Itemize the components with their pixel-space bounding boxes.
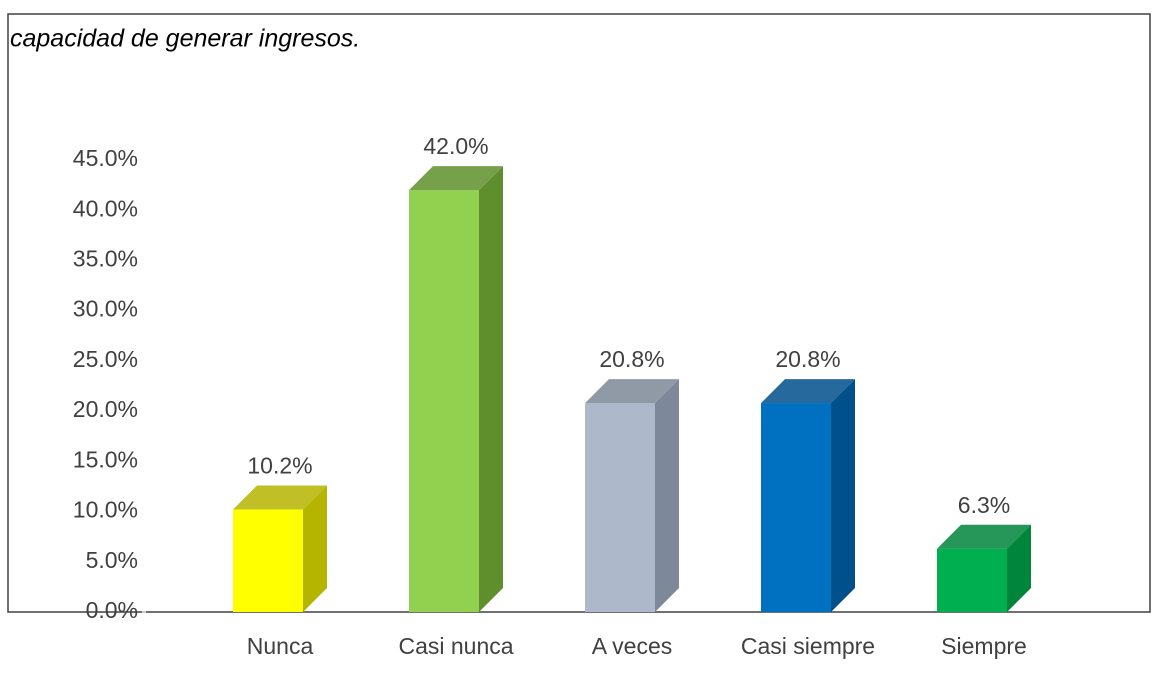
y-tick-label: 45.0% [73, 145, 138, 171]
bar-top [937, 524, 1031, 549]
data-label: 6.3% [958, 492, 1010, 518]
x-tick-label: Nunca [247, 633, 314, 659]
bar-top [233, 485, 327, 510]
data-label: 20.8% [599, 346, 664, 372]
y-tick-label: 10.0% [73, 497, 138, 523]
y-tick-label: 25.0% [73, 346, 138, 372]
plot-border [7, 13, 1151, 613]
bar [937, 548, 1007, 612]
x-tick-label: A veces [592, 633, 673, 659]
bar-side [479, 166, 503, 612]
y-tick-label: 20.0% [73, 396, 138, 422]
bar-top [585, 379, 679, 404]
bar-side [831, 379, 855, 612]
y-tick-label: 35.0% [73, 246, 138, 272]
bar-top [761, 379, 855, 404]
bar [585, 403, 655, 612]
bar-side [1007, 524, 1031, 612]
x-tick-label: Casi nunca [398, 633, 513, 659]
chart-title: capacidad de generar ingresos. [10, 25, 360, 53]
data-label: 42.0% [423, 133, 488, 159]
y-tick-label: 40.0% [73, 195, 138, 221]
y-tick-label: 0.0% [86, 597, 138, 623]
bar-side [655, 379, 679, 612]
x-tick-label: Casi siempre [741, 633, 875, 659]
y-tick-label: 15.0% [73, 446, 138, 472]
bar-top [409, 166, 503, 191]
data-label: 10.2% [247, 453, 312, 479]
bar [233, 509, 303, 612]
x-tick-label: Siempre [941, 633, 1027, 659]
bar [409, 190, 479, 612]
bar [761, 403, 831, 612]
y-tick-label: 5.0% [86, 547, 138, 573]
y-tick-label: 30.0% [73, 296, 138, 322]
data-label: 20.8% [775, 346, 840, 372]
bar-side [303, 485, 327, 612]
